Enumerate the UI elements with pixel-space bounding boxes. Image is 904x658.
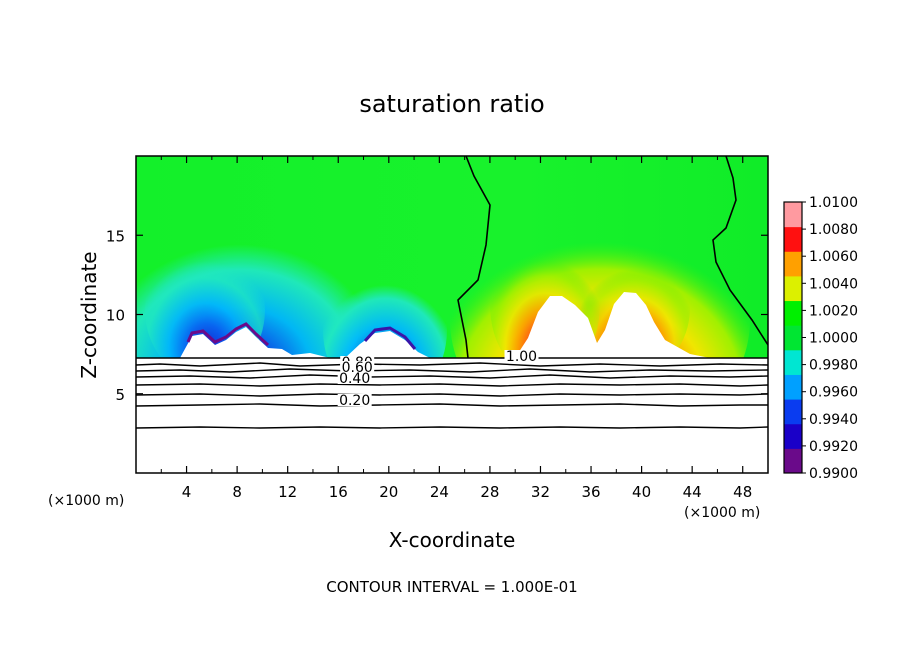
- colorbar-segment: [784, 300, 802, 326]
- colorbar-segment: [784, 448, 802, 474]
- saturation-field: [136, 156, 768, 358]
- contour-label-background: [337, 394, 372, 406]
- contour-labels: 1.000.800.600.400.20: [337, 349, 539, 409]
- colorbar-tick-label: 0.9980: [809, 358, 858, 374]
- y-axis-ticks: 5 10 15: [106, 227, 768, 404]
- contour-label: 0.40: [339, 371, 370, 387]
- y-tick-label: 15: [106, 227, 125, 245]
- contour-label-background: [337, 372, 372, 384]
- colorbar-tick-label: 0.9920: [809, 439, 858, 455]
- colorbar-tick-label: 1.0060: [809, 249, 858, 265]
- colorbar-segment: [784, 349, 802, 375]
- colorbar-segment: [784, 325, 802, 351]
- colorbar-tick-label: 1.0100: [809, 195, 858, 211]
- colorbar-segment: [784, 251, 802, 277]
- plot-area: 1.000.800.600.400.20: [135, 155, 769, 474]
- x-tick-label: 32: [531, 483, 550, 501]
- x-axis-label: X-coordinate: [389, 528, 516, 552]
- colorbar-segment: [784, 399, 802, 425]
- x-tick-label: 48: [733, 483, 752, 501]
- x-tick-label: 16: [329, 483, 348, 501]
- contour-interval-text: CONTOUR INTERVAL = 1.000E-01: [326, 578, 577, 596]
- x-tick-label: 24: [430, 483, 449, 501]
- chart-title: saturation ratio: [359, 90, 544, 118]
- colorbar-tick-label: 0.9940: [809, 412, 858, 428]
- contour-label-background: [340, 361, 375, 373]
- colorbar-segment: [784, 423, 802, 449]
- colorbar-segment: [784, 202, 802, 228]
- colorbar-tick-label: 0.9960: [809, 385, 858, 401]
- y-axis-label: Z-coordinate: [77, 251, 101, 378]
- colorbar-tick-label: 1.0000: [809, 331, 858, 347]
- x-tick-label: 40: [632, 483, 651, 501]
- y-tick-label: 5: [115, 386, 125, 404]
- colorbar-tick-label: 1.0040: [809, 276, 858, 292]
- x-unit-label: (×1000 m): [684, 505, 760, 521]
- contour-label: 0.20: [339, 393, 370, 409]
- lower-region: [136, 357, 768, 473]
- x-tick-label: 12: [278, 483, 297, 501]
- x-tick-label: 36: [581, 483, 600, 501]
- colorbar-tick-label: 1.0020: [809, 303, 858, 319]
- contour-label-background: [504, 350, 539, 362]
- colorbar-tick-label: 1.0080: [809, 222, 858, 238]
- x-tick-label: 8: [232, 483, 242, 501]
- contour-label: 1.00: [506, 349, 537, 365]
- colorbar-segment: [784, 374, 802, 400]
- x-tick-label: 44: [683, 483, 702, 501]
- x-tick-label: 28: [480, 483, 499, 501]
- colorbar-segment: [784, 275, 802, 302]
- x-tick-label: 20: [379, 483, 398, 501]
- x-axis-ticks: 4 8 12 16 20 24 28 32 36 40 44 48: [160, 156, 752, 501]
- colorbar-segment: [784, 226, 802, 252]
- y-tick-label: 10: [106, 307, 125, 325]
- x-tick-label: 4: [182, 483, 192, 501]
- colorbar-tick-label: 0.9900: [809, 466, 858, 482]
- y-unit-label: (×1000 m): [48, 493, 124, 509]
- colorbar: 1.0100 1.0080 1.0060 1.0040 1.0020 1.0000 0.99…: [783, 195, 858, 482]
